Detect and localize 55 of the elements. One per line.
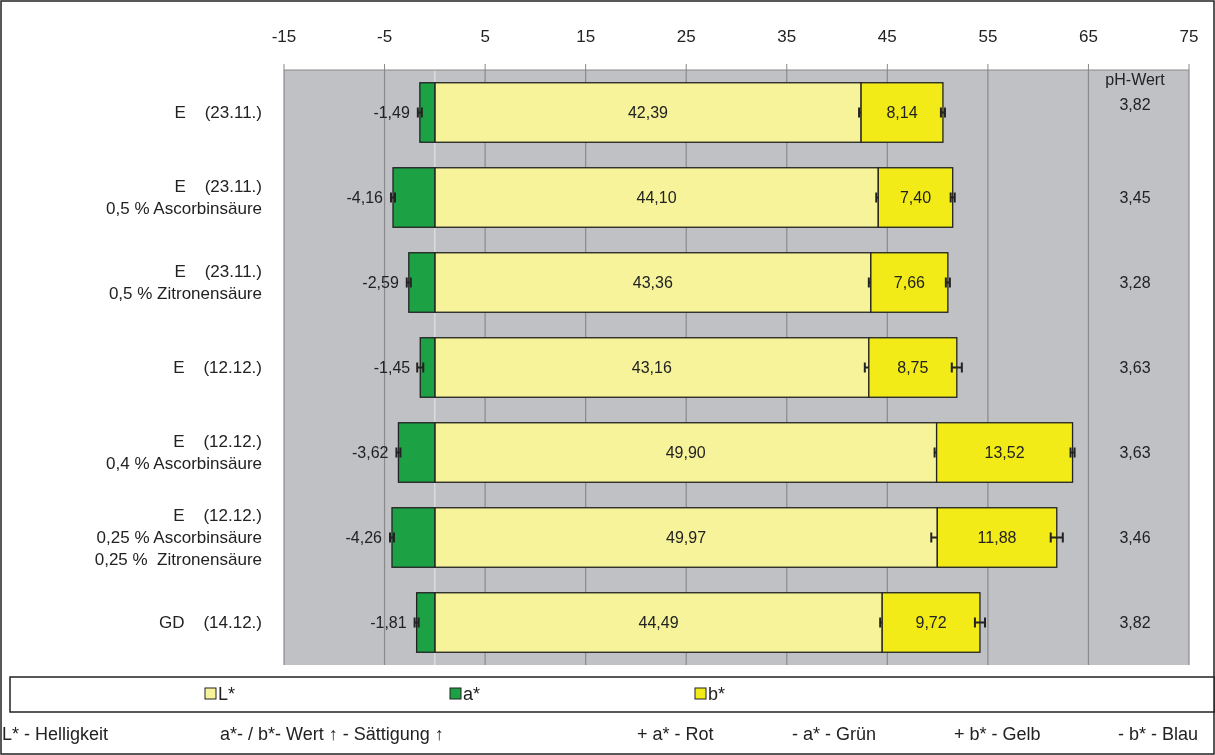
data-label: 49,97 <box>666 529 707 547</box>
data-label: 49,90 <box>665 444 706 462</box>
data-label: 9,72 <box>915 614 947 632</box>
text: - b* - Blau <box>1118 724 1199 744</box>
data-label: -3,62 <box>351 444 389 462</box>
data-label: -1,81 <box>370 614 407 632</box>
text: + a* - Rot <box>637 724 714 744</box>
data-label: -1,49 <box>373 104 410 122</box>
annotation: 3,46 <box>1119 529 1151 547</box>
x-tick-label: 55 <box>978 27 998 46</box>
y-tick-label: GD (14.12.) <box>159 613 262 633</box>
text: + b* - Gelb <box>954 724 1041 744</box>
y-tick-label: E (23.11.) <box>174 103 262 123</box>
data-label: -4,26 <box>345 529 383 547</box>
data-label: 7,40 <box>899 189 932 207</box>
annotation: 3,82 <box>1119 96 1151 114</box>
data-label: 42,39 <box>627 104 669 122</box>
data-label: 43,16 <box>631 359 672 377</box>
y-tick-label: E (12.12.) 0,4 % Ascorbinsäure <box>106 432 262 474</box>
data-label: 44,10 <box>636 189 677 207</box>
x-tick-label: 75 <box>1179 27 1199 46</box>
x-tick-label: -15 <box>271 27 297 46</box>
y-tick-label: E (12.12.) 0,25 % Ascorbinsäure 0,25 % Zitronensäure <box>94 506 262 570</box>
annotation: 3,63 <box>1119 444 1151 462</box>
data-label: 8,14 <box>886 104 918 122</box>
data-label: 44,49 <box>638 614 679 632</box>
legend-label: L* <box>218 684 236 705</box>
annotation: 3,28 <box>1119 274 1151 292</box>
data-label: -4,16 <box>346 189 384 207</box>
x-tick-label: 65 <box>1078 27 1098 46</box>
x-tick-label: 45 <box>877 27 897 46</box>
legend-label: b* <box>708 684 726 705</box>
y-tick-label: E (12.12.) <box>173 358 262 378</box>
annotation: 3,63 <box>1119 359 1151 377</box>
data-label: 7,66 <box>893 274 926 292</box>
annotation: 3,82 <box>1119 614 1151 632</box>
annotation: pH-Wert <box>1105 70 1166 88</box>
data-label: 13,52 <box>984 444 1025 462</box>
y-tick-label: E (23.11.) 0,5 % Ascorbinsäure <box>106 177 262 219</box>
x-tick-label: 25 <box>676 27 696 46</box>
legend-label: a* <box>463 684 481 705</box>
data-label: -2,59 <box>362 274 399 292</box>
x-tick-label: 35 <box>777 27 797 46</box>
data-label: 43,36 <box>632 274 673 292</box>
y-tick-label: E (23.11.) 0,5 % Zitronensäure <box>108 262 262 304</box>
x-tick-label: -5 <box>376 27 393 46</box>
data-label: 8,75 <box>897 359 929 377</box>
data-label: 11,88 <box>977 529 1017 547</box>
text: - a* - Grün <box>792 724 877 744</box>
text: L* - Helligkeit <box>2 724 109 744</box>
text: a*- / b*- Wert ↑ - Sättigung ↑ <box>220 724 444 744</box>
annotation: 3,45 <box>1119 189 1151 207</box>
x-tick-label: 15 <box>576 27 596 46</box>
x-tick-label: 5 <box>480 27 490 46</box>
data-label: -1,45 <box>373 359 411 377</box>
